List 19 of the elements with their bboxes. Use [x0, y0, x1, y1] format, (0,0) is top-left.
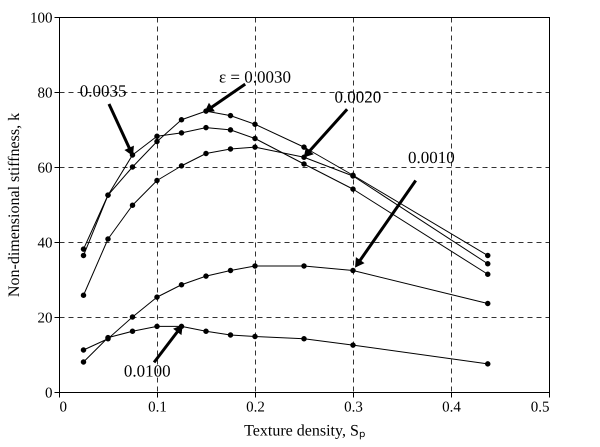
y-tick-label: 40	[38, 236, 52, 252]
y-tick-label: 80	[38, 86, 52, 102]
x-tick-label: 0.3	[344, 400, 363, 416]
x-axis-title: Texture density, Sₚ	[244, 422, 365, 440]
y-tick-label: 100	[30, 10, 52, 26]
y-tick-label: 20	[38, 310, 52, 326]
x-tick-label: 0.4	[442, 400, 462, 416]
series-label: ε = 0.0030	[219, 67, 291, 86]
text: 0.0020	[334, 87, 382, 106]
y-tick-label: 60	[38, 160, 52, 176]
x-tick-label: 0.1	[148, 400, 167, 416]
x-tick-label: 0	[60, 400, 67, 416]
text: 0.0035	[80, 81, 126, 100]
x-tick-label: 0.2	[246, 400, 265, 416]
y-tick-label: 0	[45, 386, 52, 402]
legend-label: 0.0100	[124, 361, 171, 380]
x-tick-label: 0.5	[530, 400, 550, 416]
y-axis-title: Non-dimensional stiffness, k	[6, 112, 23, 298]
text: 0.0010	[408, 148, 455, 167]
